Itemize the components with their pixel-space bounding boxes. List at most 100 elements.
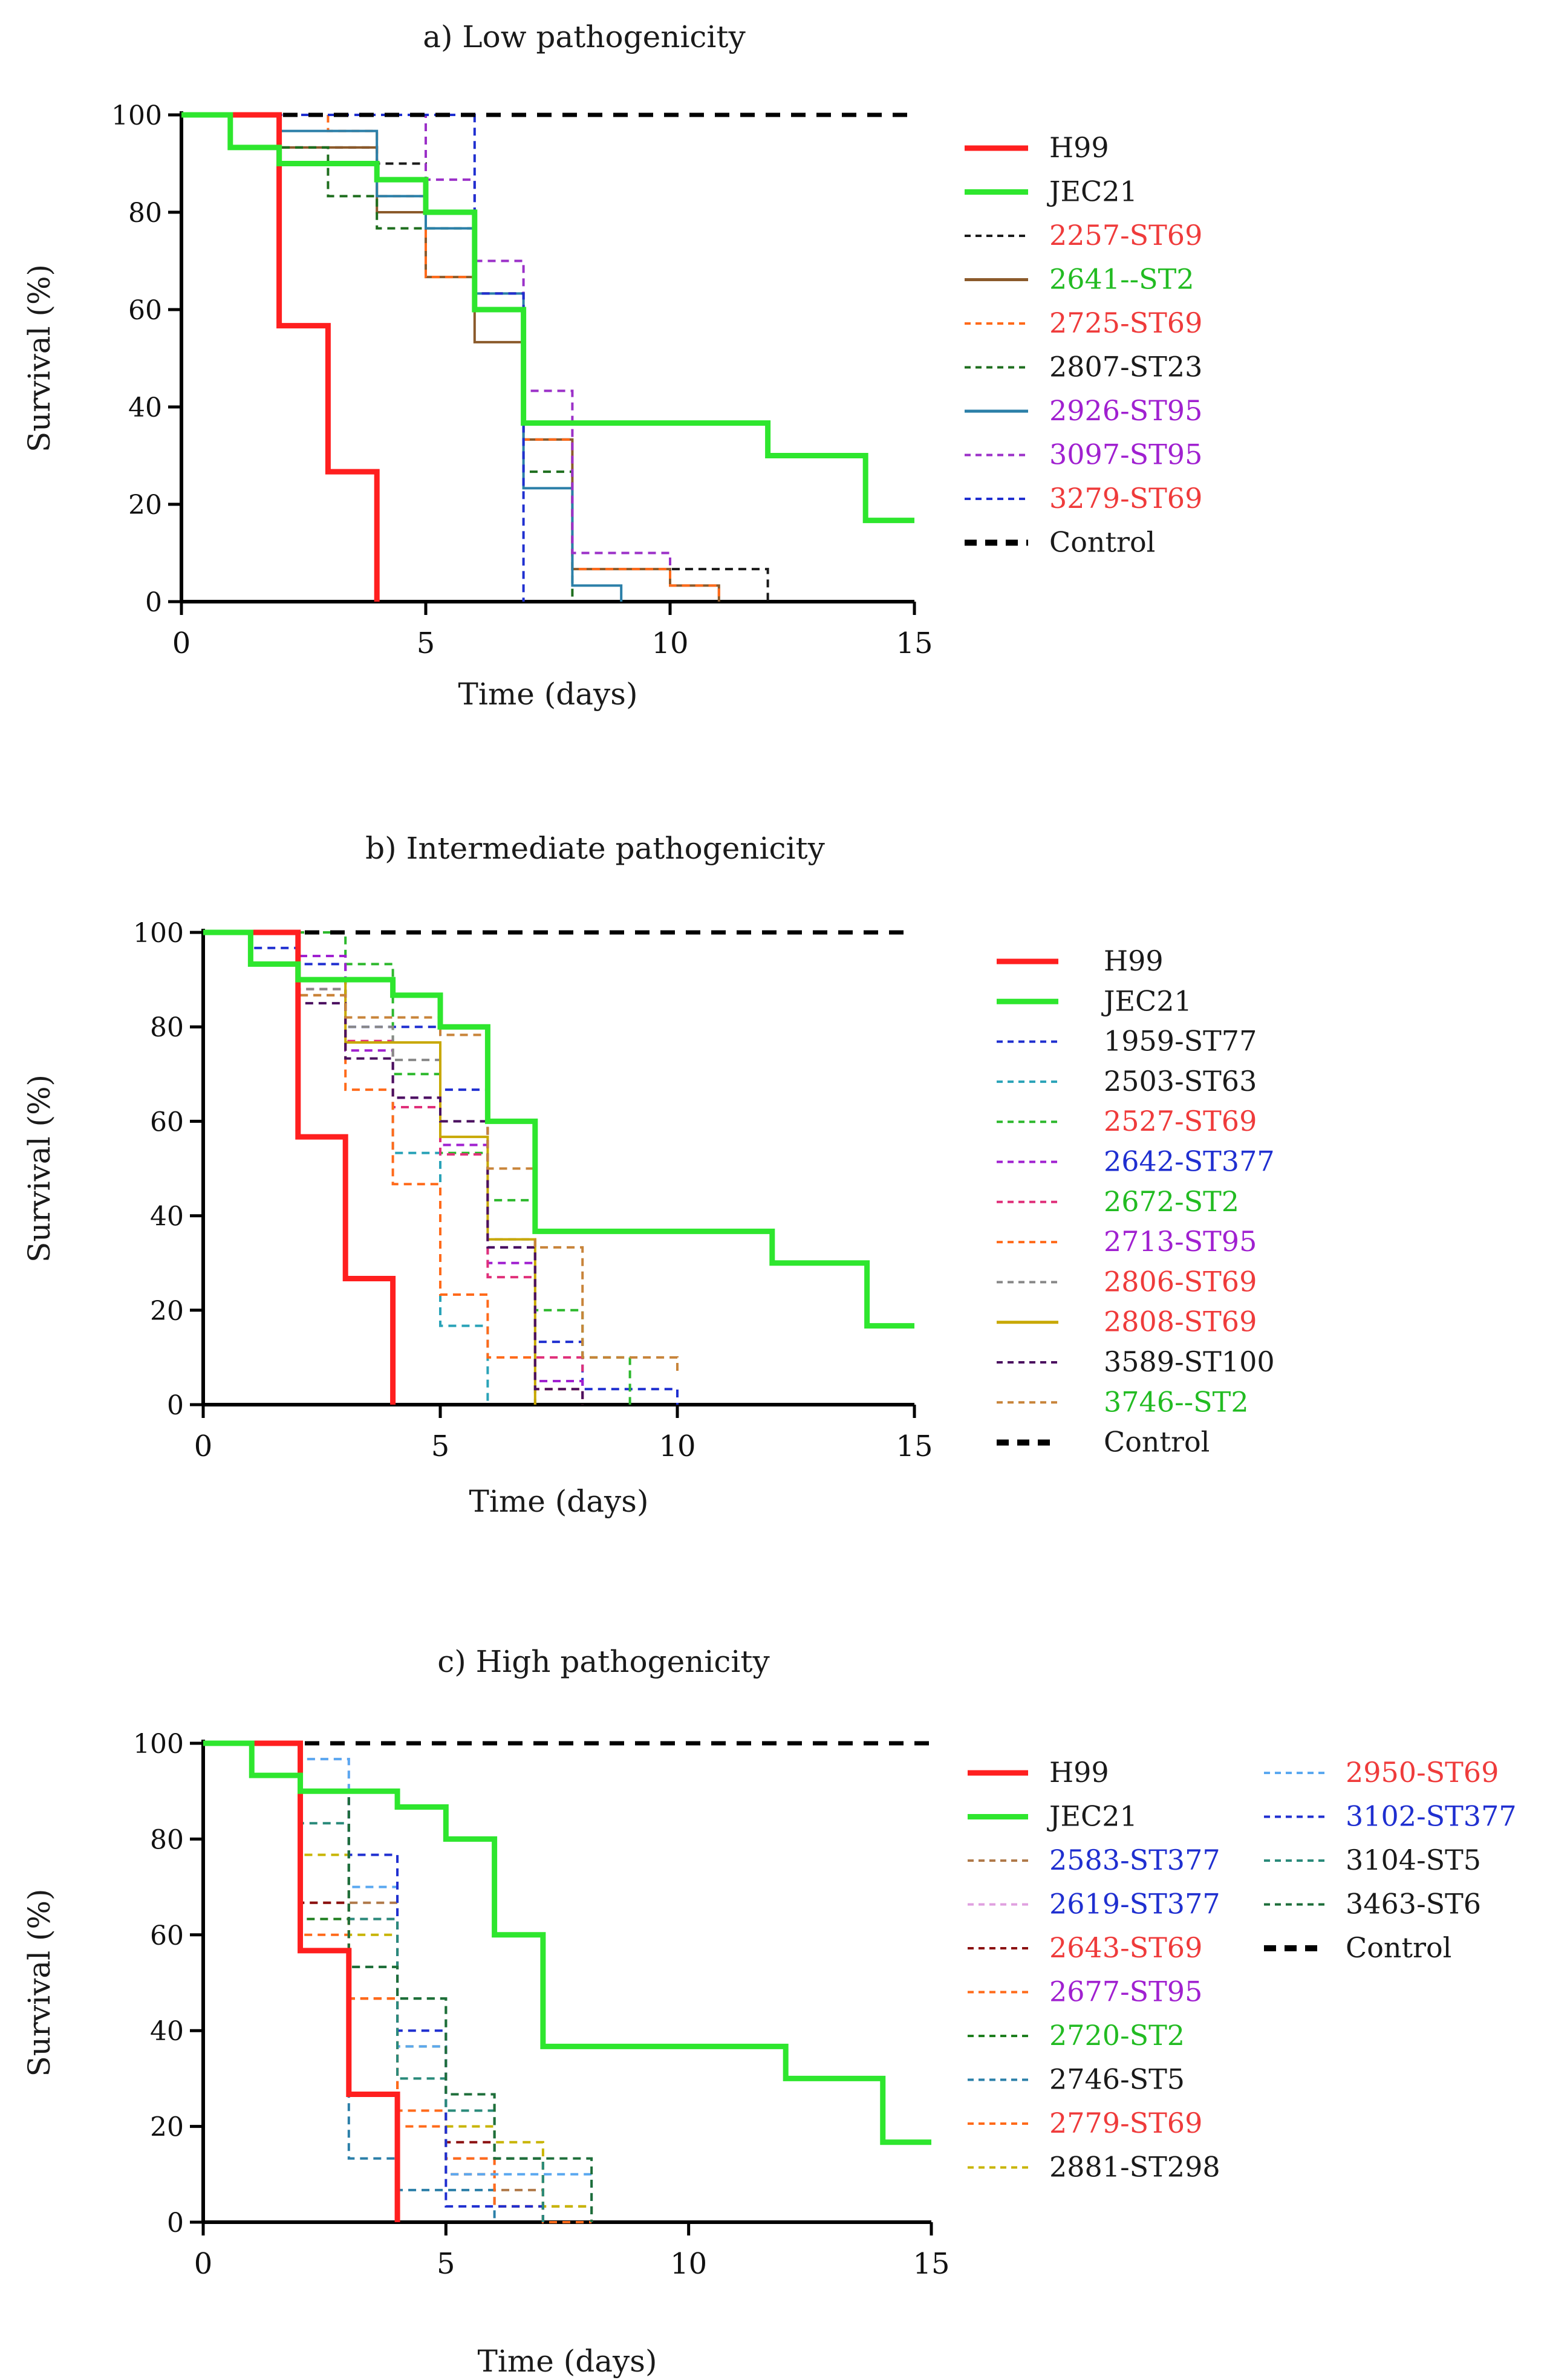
series-line-2643-st69 bbox=[203, 1742, 544, 2222]
legend-label: 2807-ST23 bbox=[1049, 351, 1202, 383]
x-tick-label: 10 bbox=[670, 2247, 707, 2281]
series-line-2619-st377 bbox=[203, 1742, 544, 2222]
legend-label: 2527-ST69 bbox=[1104, 1105, 1257, 1137]
legend-label: 2619-ST377 bbox=[1049, 1888, 1220, 1920]
series-line-2641-st2 bbox=[181, 114, 720, 602]
x-tick-label: 15 bbox=[896, 1429, 933, 1463]
series-line-jec21 bbox=[203, 1740, 931, 2145]
legend-label: 2641--ST2 bbox=[1049, 263, 1194, 296]
y-axis-label: Survival (%) bbox=[22, 1888, 57, 2076]
legend-label: 2643-ST69 bbox=[1049, 1931, 1202, 1964]
legend-label: 2503-ST63 bbox=[1104, 1065, 1257, 1097]
legend-label: 2950-ST69 bbox=[1346, 1756, 1499, 1789]
series-line-2720-st2 bbox=[203, 1742, 544, 2222]
series-line-jec21 bbox=[181, 112, 914, 524]
y-tick-label: 0 bbox=[145, 587, 162, 618]
series-line-3104-st5 bbox=[203, 1742, 544, 2222]
y-axis-label: Survival (%) bbox=[22, 264, 57, 452]
x-axis-label: Time (days) bbox=[478, 2344, 657, 2379]
series-line-2677-st95 bbox=[203, 1742, 592, 2223]
series-line-3589-st100 bbox=[203, 931, 584, 1405]
legend-label: 2720-ST2 bbox=[1049, 2019, 1185, 2052]
y-tick-label: 60 bbox=[128, 295, 162, 326]
legend-label: Control bbox=[1104, 1426, 1210, 1458]
legend-label: 3589-ST100 bbox=[1104, 1345, 1275, 1378]
y-tick-label: 0 bbox=[167, 1390, 184, 1421]
legend-label: 2808-ST69 bbox=[1104, 1305, 1257, 1338]
y-tick-label: 0 bbox=[167, 2208, 184, 2239]
legend-label: 2725-ST69 bbox=[1049, 307, 1202, 339]
legend-label: 3097-ST95 bbox=[1049, 438, 1202, 471]
series-line-2527-st69 bbox=[203, 931, 631, 1405]
legend-label: 2881-ST298 bbox=[1049, 2151, 1220, 2183]
x-tick-label: 10 bbox=[651, 626, 688, 660]
x-axis-label: Time (days) bbox=[469, 1484, 649, 1519]
x-tick-label: 0 bbox=[194, 2247, 213, 2281]
y-tick-label: 20 bbox=[128, 490, 162, 521]
y-tick-label: 100 bbox=[111, 100, 162, 131]
series-line-2926-st95 bbox=[181, 114, 623, 602]
y-tick-label: 80 bbox=[128, 198, 162, 229]
y-tick-label: 20 bbox=[150, 2112, 184, 2143]
legend-label: 2926-ST95 bbox=[1049, 394, 1202, 427]
legend-label: JEC21 bbox=[1047, 1800, 1138, 1833]
x-tick-label: 15 bbox=[913, 2247, 949, 2281]
legend-label: 2713-ST95 bbox=[1104, 1225, 1257, 1258]
legend-label: H99 bbox=[1104, 945, 1164, 977]
series-line-jec21 bbox=[203, 929, 914, 1329]
legend-label: 2642-ST377 bbox=[1104, 1145, 1275, 1178]
y-tick-label: 20 bbox=[150, 1296, 184, 1327]
y-tick-label: 80 bbox=[150, 1012, 184, 1043]
x-tick-label: 15 bbox=[896, 626, 933, 660]
panel-high-pathogenicity: c) High pathogenicity 0 5 10 15 0 20 40 60 80 100 T… bbox=[22, 1644, 1517, 2379]
legend-label: 2257-ST69 bbox=[1049, 219, 1202, 252]
y-tick-label: 40 bbox=[150, 2016, 184, 2047]
legend-label: 3104-ST5 bbox=[1346, 1844, 1481, 1876]
legend-label: 3463-ST6 bbox=[1346, 1888, 1481, 1920]
y-tick-label: 100 bbox=[133, 1729, 184, 1760]
legend-label: 3279-ST69 bbox=[1049, 482, 1202, 515]
legend-label: 2677-ST95 bbox=[1049, 1975, 1202, 2008]
series-line-h99 bbox=[181, 112, 380, 602]
x-tick-label: 10 bbox=[659, 1429, 695, 1463]
x-tick-label: 5 bbox=[431, 1429, 450, 1463]
series-line-2808-st69 bbox=[203, 931, 536, 1405]
legend-label: 1959-ST77 bbox=[1104, 1025, 1257, 1058]
y-tick-label: 40 bbox=[128, 392, 162, 423]
x-tick-label: 5 bbox=[437, 2247, 455, 2281]
x-tick-label: 0 bbox=[194, 1429, 213, 1463]
series-line-2806-st69 bbox=[203, 931, 536, 1405]
legend-label: H99 bbox=[1049, 131, 1109, 164]
series-line-2725-st69 bbox=[181, 114, 720, 602]
y-tick-label: 100 bbox=[133, 918, 184, 949]
y-tick-label: 80 bbox=[150, 1824, 184, 1855]
panel-low-pathogenicity: a) Low pathogenicity 0 5 10 15 0 20 40 60 80 100 Ti… bbox=[22, 19, 1202, 712]
series-line-2779-st69 bbox=[203, 1742, 544, 2222]
legend-label: H99 bbox=[1049, 1756, 1109, 1789]
legend-label: JEC21 bbox=[1047, 175, 1138, 208]
y-axis-label: Survival (%) bbox=[22, 1075, 57, 1263]
legend-label: 2672-ST2 bbox=[1104, 1185, 1239, 1218]
legend-label: 2583-ST377 bbox=[1049, 1844, 1220, 1876]
y-tick-label: 60 bbox=[150, 1107, 184, 1137]
legend-label: JEC21 bbox=[1101, 984, 1192, 1017]
series-line-3279-st69 bbox=[181, 114, 525, 602]
y-tick-label: 60 bbox=[150, 1920, 184, 1951]
legend-label: 2806-ST69 bbox=[1104, 1265, 1257, 1298]
series-line-3102-st377 bbox=[203, 1742, 544, 2222]
legend-label: Control bbox=[1049, 526, 1155, 559]
legend-label: Control bbox=[1346, 1931, 1451, 1964]
chart-title: a) Low pathogenicity bbox=[423, 19, 746, 54]
legend-label: 3746--ST2 bbox=[1104, 1385, 1249, 1418]
series-line-h99 bbox=[203, 1740, 400, 2222]
chart-title: b) Intermediate pathogenicity bbox=[365, 831, 825, 866]
legend-label: 2746-ST5 bbox=[1049, 2063, 1185, 2096]
panel-intermediate-pathogenicity: b) Intermediate pathogenicity 0 5 10 15 0 20 40… bbox=[22, 831, 1275, 1519]
legend-label: 2779-ST69 bbox=[1049, 2107, 1202, 2139]
chart-title: c) High pathogenicity bbox=[437, 1644, 770, 1679]
x-tick-label: 0 bbox=[172, 626, 191, 660]
x-axis-label: Time (days) bbox=[458, 677, 638, 712]
series-line-h99 bbox=[203, 929, 396, 1405]
x-tick-label: 5 bbox=[417, 626, 435, 660]
